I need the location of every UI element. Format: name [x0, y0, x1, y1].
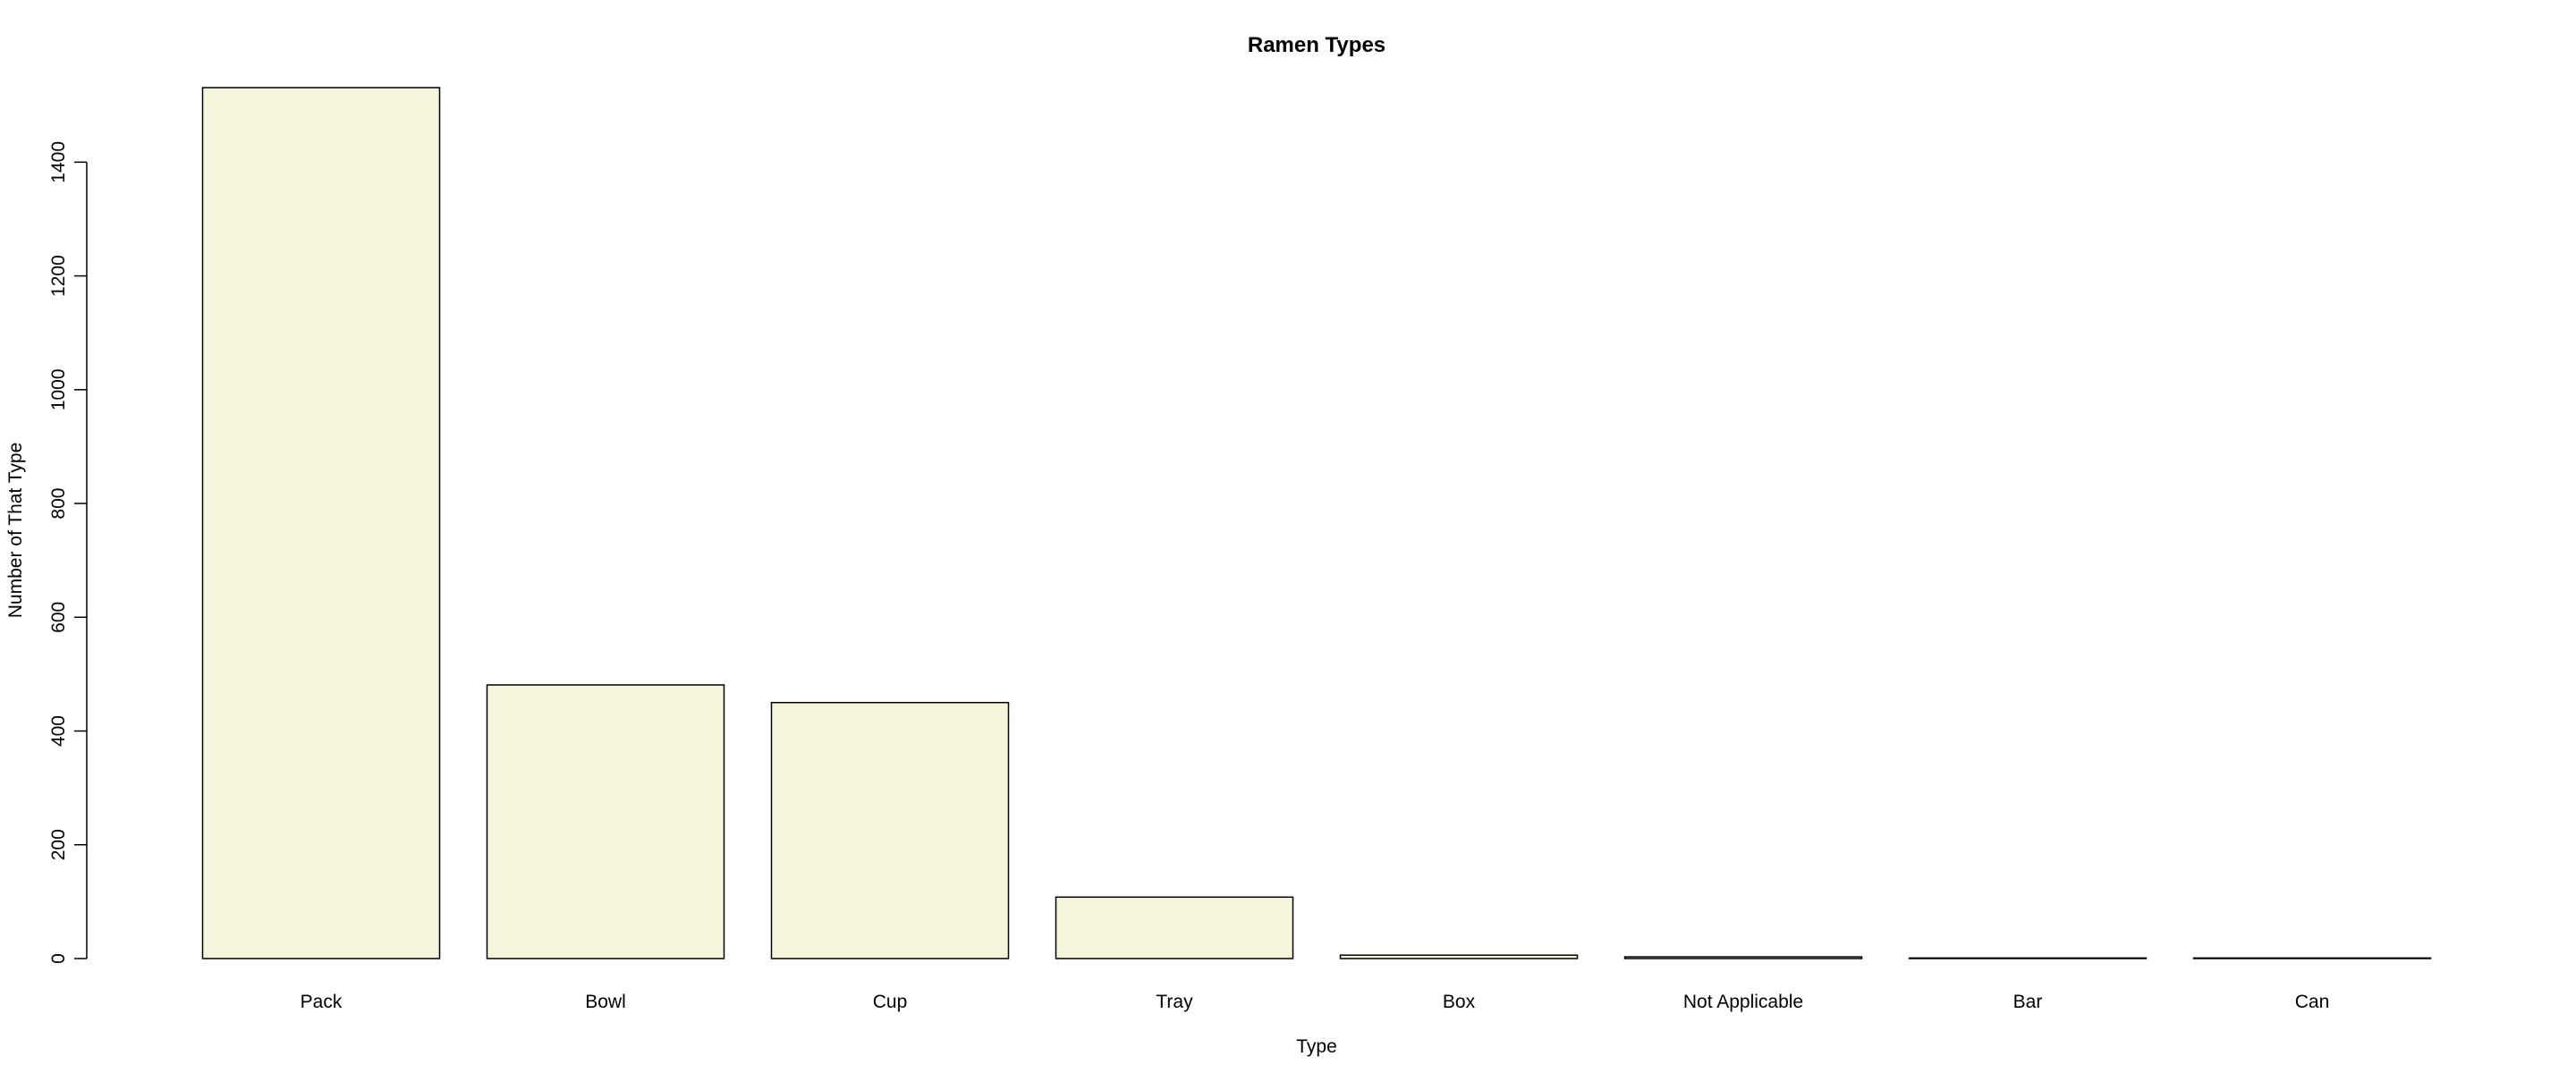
y-tick-label: 1000 [48, 368, 69, 410]
chart-title: Ramen Types [1248, 33, 1385, 57]
bar-bowl [486, 684, 725, 959]
y-tick-label: 1200 [48, 255, 69, 297]
x-tick-label: Pack [301, 992, 343, 1012]
bar-bar [1908, 957, 2148, 959]
bar-box [1339, 954, 1579, 959]
y-axis: 0 200 400 600 800 1000 1200 1400 [48, 141, 88, 964]
y-axis-title: Number of That Type [5, 443, 26, 619]
y-tick-label: 800 [48, 488, 69, 520]
bars-group [201, 87, 2432, 959]
x-axis-title: Type [1296, 1036, 1337, 1057]
x-tick-label: Cup [873, 992, 908, 1012]
bar-tray [1055, 896, 1294, 959]
x-axis-labels: Pack Bowl Cup Tray Box Not Applicable Bar Can [301, 992, 2330, 1012]
x-tick-label: Box [1443, 992, 1476, 1012]
x-tick-label: Bar [2013, 992, 2043, 1012]
x-tick-label: Tray [1156, 992, 1193, 1012]
x-tick-label: Bowl [585, 992, 626, 1012]
bar-pack [201, 87, 441, 959]
y-tick-label: 200 [48, 829, 69, 860]
y-tick-label: 1400 [48, 141, 69, 183]
x-tick-label: Can [2295, 992, 2330, 1012]
bar-not-applicable [1623, 956, 1863, 959]
y-tick-label: 400 [48, 715, 69, 747]
x-tick-label: Not Applicable [1683, 992, 1803, 1012]
bar-can [2192, 957, 2432, 959]
y-tick-label: 600 [48, 602, 69, 633]
bar-cup [770, 701, 1010, 959]
y-tick-label: 0 [48, 953, 69, 964]
